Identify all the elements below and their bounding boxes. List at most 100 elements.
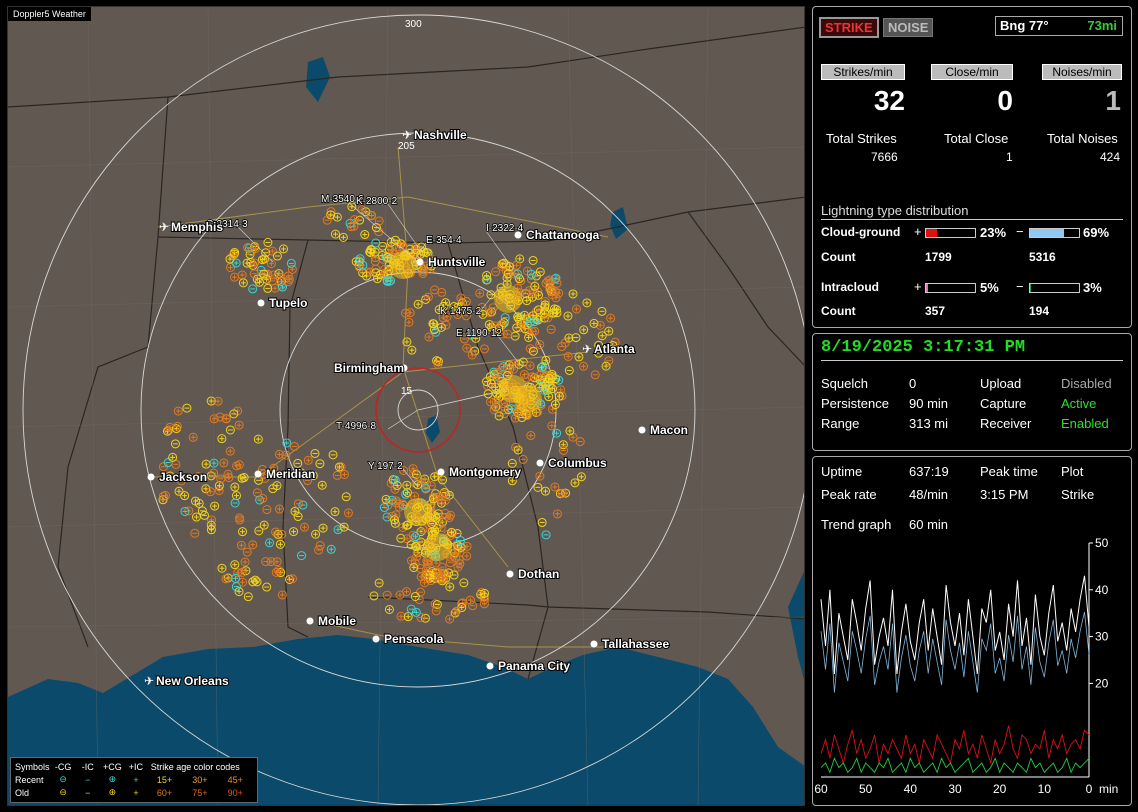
ic-minus-pct: 3% xyxy=(1083,280,1102,295)
city-label: Pensacola xyxy=(384,632,444,646)
upload-status[interactable]: Disabled xyxy=(1061,376,1112,391)
city-label: Tallahassee xyxy=(602,637,669,651)
peak-time-label: Peak time xyxy=(980,464,1038,479)
noises-per-min-header[interactable]: Noises/min xyxy=(1042,64,1122,80)
city-label: Huntsville xyxy=(428,255,486,269)
strike-symbol-icon xyxy=(554,288,564,298)
close-per-min-header[interactable]: Close/min xyxy=(931,64,1013,80)
strike-symbol-icon xyxy=(266,259,276,269)
strike-symbol-icon xyxy=(303,455,313,465)
strike-symbol-icon xyxy=(274,449,284,459)
strike-symbol-icon xyxy=(453,310,463,320)
leader-line xyxy=(237,226,274,263)
strike-symbol-icon xyxy=(360,230,370,240)
capture-status[interactable]: Active xyxy=(1061,396,1097,411)
map-canvas: 300 205 15 M-3540-2K-2800-2 I-2322-4 E-354… xyxy=(8,7,804,805)
total-noises-label: Total Noises xyxy=(1047,131,1118,146)
strike-id-label[interactable]: K-2800-2 xyxy=(355,195,398,208)
strike-symbol-icon xyxy=(410,591,420,601)
strike-symbol-icon xyxy=(526,269,536,279)
strike-symbol-icon xyxy=(449,302,459,312)
strike-symbol-icon xyxy=(510,413,520,423)
capture-label: Capture xyxy=(980,396,1027,411)
lightning-map[interactable]: 300 205 15 M-3540-2 K-2800-2 I-2322-4 E-354… xyxy=(7,6,805,806)
city-marker: Huntsville xyxy=(416,254,487,270)
strike-mode-button[interactable]: STRIKE xyxy=(819,17,879,38)
strike-symbol-icon xyxy=(459,578,469,588)
plus-sign: + xyxy=(914,224,922,239)
strike-symbol-icon xyxy=(558,488,568,498)
strike-id-label[interactable]: C-2314-3 xyxy=(205,218,249,231)
plot-value[interactable]: Strike xyxy=(1061,487,1095,502)
strike-symbol-icon xyxy=(225,446,235,456)
legend-age: 45+ xyxy=(227,774,243,785)
strike-symbol-icon xyxy=(440,568,450,578)
divider xyxy=(821,360,1123,361)
strike-id-label[interactable]: E-354-4 xyxy=(425,234,463,247)
strike-symbol-icon xyxy=(332,470,342,480)
strike-labels: M-3540-2K-2800-2 I-2322-4 E-354-4 C-2314-3 K… xyxy=(205,193,524,473)
strike-id-label[interactable]: M-3540-2 xyxy=(320,193,365,206)
strike-id-label[interactable]: I-2322-4 xyxy=(485,222,524,235)
strike-symbol-icon xyxy=(438,489,448,499)
strike-symbol-icon xyxy=(318,523,328,533)
strike-symbol-icon xyxy=(497,363,507,373)
strike-symbol-icon xyxy=(176,476,186,486)
lake xyxy=(426,415,440,443)
strike-status-panel: STRIKE NOISE Bng 77° 73mi Strikes/min Cl… xyxy=(812,6,1132,328)
noise-mode-button[interactable]: NOISE xyxy=(883,18,934,37)
plus-sign: + xyxy=(914,279,922,294)
cg-minus-count: 5316 xyxy=(1029,250,1056,264)
city-dot-icon xyxy=(506,570,514,578)
count-label: Count xyxy=(821,304,856,318)
receiver-status[interactable]: Enabled xyxy=(1061,416,1109,431)
strike-symbol-icon xyxy=(565,426,575,436)
strike-symbol-icon xyxy=(230,560,240,570)
strike-symbol-icon xyxy=(552,278,562,288)
legend-age: 75+ xyxy=(192,787,208,798)
leader-line xyxy=(402,468,419,488)
close-range-ring xyxy=(375,367,461,453)
strike-symbol-icon xyxy=(438,475,448,485)
strike-symbol-icon xyxy=(209,458,219,468)
city-marker: ✈ Nashville xyxy=(402,127,468,143)
strike-symbol-icon xyxy=(272,557,282,567)
divider xyxy=(821,219,1123,220)
strike-symbol-icon xyxy=(533,290,543,300)
strike-symbol-icon xyxy=(382,276,392,286)
strike-symbol-icon xyxy=(421,261,431,271)
strikes-per-min-header[interactable]: Strikes/min xyxy=(821,64,905,80)
strike-symbol-icon xyxy=(440,495,450,505)
trend-series-line xyxy=(820,575,1090,675)
strike-id-label[interactable]: T-4996-8 xyxy=(335,420,377,433)
strike-symbol-icon xyxy=(449,570,459,580)
strike-symbol-icon xyxy=(234,420,244,430)
strike-symbol-icon xyxy=(259,520,269,530)
strike-symbol-icon xyxy=(298,500,308,510)
strike-symbol-icon xyxy=(194,498,204,508)
strike-symbol-icon xyxy=(545,275,555,285)
strike-symbol-icon xyxy=(589,318,599,328)
strike-id-label[interactable]: K-1475-2 xyxy=(439,305,482,318)
city-marker: Jackson xyxy=(147,469,208,485)
strike-id-label[interactable]: Y-197-2 xyxy=(367,460,404,473)
close-rate: 0 xyxy=(997,85,1013,116)
strike-symbol-icon xyxy=(333,525,343,535)
strike-symbol-icon xyxy=(528,255,538,265)
strike-symbol-icon xyxy=(229,409,239,419)
city-marker: Birmingham xyxy=(333,360,408,376)
strike-symbol-icon xyxy=(441,320,451,330)
strike-symbol-icon xyxy=(297,551,307,561)
strike-symbol-icon xyxy=(485,308,495,318)
leader-line xyxy=(387,203,419,248)
strike-symbol-icon xyxy=(205,487,215,497)
strike-symbol-icon xyxy=(188,432,198,442)
strike-symbol-icon xyxy=(237,527,247,537)
strike-symbol-icon xyxy=(273,529,283,539)
strike-symbol-icon xyxy=(290,506,300,516)
city-marker: Tupelo xyxy=(257,295,308,311)
strike-symbol-icon xyxy=(250,258,260,268)
strike-symbol-icon xyxy=(582,298,592,308)
strike-id-label[interactable]: E-1190-12 xyxy=(455,327,503,340)
strike-symbol-icon xyxy=(303,476,313,486)
